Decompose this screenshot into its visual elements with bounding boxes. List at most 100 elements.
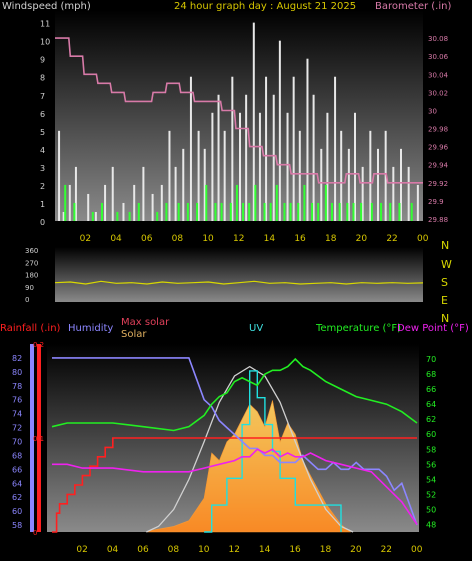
wind-gust-bar (168, 130, 171, 221)
dir-ytick-270: 270 (25, 259, 38, 267)
wind-ytick-9: 9 (40, 56, 45, 65)
wind-gust-bar (326, 112, 329, 221)
temp-ytick-62: 62 (426, 415, 436, 424)
wind-avg-bar (214, 202, 217, 221)
wind-avg-bar (338, 202, 341, 221)
wind-ytick-0: 0 (40, 218, 45, 227)
wind-gust-bar (354, 112, 356, 221)
wind-ytick-3: 3 (40, 164, 45, 173)
wind-xtick-14: 14 (264, 234, 276, 244)
wind-ytick-5: 5 (40, 128, 45, 137)
wind-avg-bar (346, 202, 349, 221)
dir-ytick-0: 0 (25, 296, 29, 304)
humidity-axis-bar (30, 344, 34, 532)
wind-gust-bar (392, 166, 395, 221)
wind-avg-bar (254, 184, 257, 221)
wind-gust-bar (62, 211, 65, 221)
climate-xtick-12: 12 (229, 545, 240, 555)
wind-gust-bar (203, 148, 206, 221)
humidity-ytick-62: 62 (12, 493, 22, 502)
wind-xtick-20: 20 (356, 234, 368, 244)
humidity-ytick-70: 70 (12, 437, 22, 446)
rainfall-line (52, 437, 417, 533)
humidity-ytick-68: 68 (12, 451, 22, 460)
climate-xtick-00: 00 (411, 545, 423, 555)
wind-ytick-7: 7 (40, 92, 45, 101)
wind-gust-bar (334, 76, 337, 221)
wind-avg-bar (324, 184, 327, 221)
temp-ytick-54: 54 (426, 475, 436, 484)
wind-avg-bar (269, 202, 272, 221)
wind-gust-bar (111, 166, 114, 221)
uv-line (204, 370, 342, 533)
temp-ytick-50: 50 (426, 505, 436, 514)
baro-ytick-30.04: 30.04 (428, 71, 449, 79)
max-solar-label: Max solar (121, 317, 170, 328)
temp-ytick-64: 64 (426, 400, 436, 409)
wind-avg-bar (360, 202, 363, 221)
wind-ytick-8: 8 (40, 74, 45, 83)
wind-ytick-11: 11 (40, 20, 50, 29)
wind-avg-bar (165, 202, 168, 221)
wind-avg-bar (101, 202, 103, 221)
wind-ytick-2: 2 (40, 182, 45, 191)
wind-avg-bar (235, 184, 238, 221)
wind-gust-bar (239, 112, 241, 221)
wind-gust-bar (74, 166, 77, 221)
wind-xtick-00: 00 (417, 234, 429, 244)
compass-e: E (441, 294, 448, 307)
wind-gust-bar (400, 148, 402, 221)
wind-xtick-22: 22 (386, 234, 397, 244)
wind-gust-bar (58, 130, 61, 221)
wind-avg-bar (248, 202, 251, 221)
wind-gust-bar (369, 130, 372, 221)
wind-gust-bar (407, 166, 410, 221)
rain-ytick-0.2: 0.2 (33, 341, 44, 349)
max-solar-line (146, 365, 354, 533)
climate-xtick-20: 20 (350, 545, 362, 555)
wind-avg-bar (263, 202, 266, 221)
wind-avg-bar (275, 184, 278, 221)
wind-avg-bar (317, 202, 320, 221)
climate-xtick-16: 16 (289, 545, 301, 555)
wind-xtick-06: 06 (141, 234, 153, 244)
baro-ytick-29.92: 29.92 (428, 180, 448, 188)
barometer-line (55, 37, 423, 184)
wind-ytick-6: 6 (40, 110, 45, 119)
dewpoint-label: Dew Point (°F) (397, 323, 469, 334)
rain-ytick-0.1: 0.1 (33, 435, 44, 443)
wind-xtick-04: 04 (110, 234, 122, 244)
wind-gust-bar (252, 22, 255, 221)
humidity-line (52, 357, 418, 526)
wind-gust-bar (231, 76, 234, 221)
wind-xtick-12: 12 (233, 234, 244, 244)
wind-gust-bar (278, 40, 281, 222)
wind-xtick-18: 18 (325, 234, 337, 244)
humidity-ytick-80: 80 (12, 368, 22, 377)
baro-ytick-30.02: 30.02 (428, 89, 448, 97)
wind-gust-bar (104, 184, 107, 221)
wind-avg-bar (303, 184, 306, 221)
climate-xtick-08: 08 (168, 545, 180, 555)
wind-gust-bar (272, 94, 275, 221)
wind-gust-bar (245, 94, 248, 221)
baro-ytick-29.94: 29.94 (428, 162, 449, 170)
rainfall-label: Rainfall (.in) (0, 323, 61, 334)
wind-avg-bar (283, 202, 286, 221)
baro-ytick-30.06: 30.06 (428, 53, 449, 61)
wind-avg-bar (205, 184, 208, 221)
wind-gust-bar (298, 130, 301, 221)
temp-ytick-68: 68 (426, 370, 436, 379)
compass-n-bottom: N (441, 312, 449, 325)
wind-gust-bar (361, 166, 364, 221)
wind-avg-bar (91, 211, 94, 221)
wind-gust-bar (68, 184, 71, 221)
baro-ytick-30: 30 (428, 107, 437, 115)
wind-avg-bar (297, 202, 300, 221)
dir-ytick-180: 180 (25, 272, 38, 280)
baro-ytick-30.08: 30.08 (428, 35, 448, 43)
wind-avg-bar (128, 211, 131, 221)
temp-ytick-52: 52 (426, 490, 436, 499)
